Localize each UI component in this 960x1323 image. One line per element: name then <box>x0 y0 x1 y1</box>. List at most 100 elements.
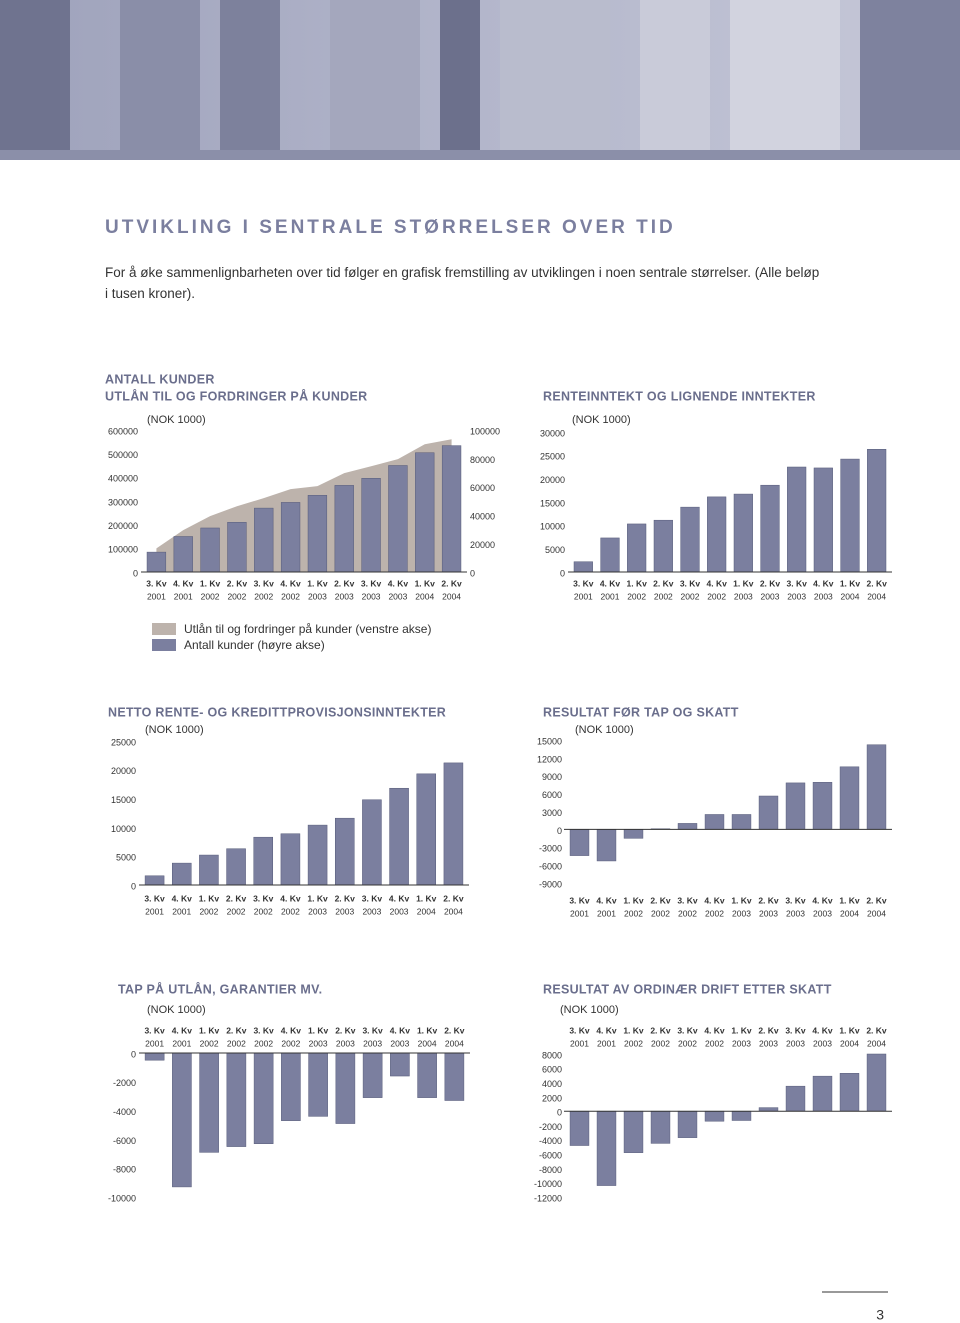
x-tick-label: 2003 <box>308 906 327 916</box>
x-tick-label: 3. Kv <box>573 578 594 588</box>
legend-label: Utlån til og fordringer på kunder (venst… <box>184 622 431 636</box>
y-tick-label: 200000 <box>108 521 138 531</box>
x-tick-label: 2. Kv <box>334 578 355 588</box>
x-tick-label: 2. Kv <box>335 893 356 903</box>
bar <box>307 824 328 886</box>
x-tick-label: 2003 <box>813 908 832 918</box>
x-tick-label: 2. Kv <box>226 1025 247 1035</box>
y-tick-label: 5000 <box>545 545 565 555</box>
bar <box>335 1052 356 1124</box>
bar <box>812 1075 833 1112</box>
x-tick-label: 2003 <box>309 1038 328 1048</box>
bar <box>388 465 408 573</box>
x-tick-label: 4. Kv <box>813 578 834 588</box>
x-tick-label: 2002 <box>681 591 700 601</box>
x-tick-label: 2003 <box>388 591 407 601</box>
x-tick-label: 2. Kv <box>444 1025 465 1035</box>
bar <box>226 848 246 886</box>
bar <box>226 1052 247 1147</box>
x-tick-label: 2002 <box>678 908 697 918</box>
x-tick-label: 2. Kv <box>867 578 888 588</box>
x-tick-label: 4. Kv <box>704 1025 725 1035</box>
bar <box>623 829 644 839</box>
x-tick-label: 2003 <box>362 591 381 601</box>
bar <box>307 495 328 573</box>
y-tick-label: -2000 <box>113 1078 136 1088</box>
bar <box>144 875 165 886</box>
x-tick-label: 4. Kv <box>280 893 301 903</box>
x-tick-label: 2001 <box>172 906 191 916</box>
x-tick-label: 2002 <box>281 1038 300 1048</box>
y-tick-label: 0 <box>557 826 562 836</box>
x-tick-label: 1. Kv <box>840 578 861 588</box>
x-tick-label: 2003 <box>390 1038 409 1048</box>
bar <box>280 833 301 886</box>
x-tick-label: 2004 <box>840 1038 859 1048</box>
y-tick-label: -9000 <box>539 879 562 889</box>
bar <box>653 519 673 573</box>
x-tick-label: 2002 <box>654 591 673 601</box>
x-tick-label: 2002 <box>227 591 246 601</box>
bar <box>731 1110 752 1121</box>
bar <box>627 523 647 573</box>
x-tick-label: 4. Kv <box>596 895 617 905</box>
y-tick-label: 6000 <box>542 1065 562 1075</box>
x-tick-label: 1. Kv <box>627 578 648 588</box>
x-tick-label: 4. Kv <box>172 893 193 903</box>
x-tick-label: 3. Kv <box>362 1025 383 1035</box>
bar <box>677 1110 698 1138</box>
x-tick-label: 2004 <box>445 1038 464 1048</box>
x-tick-label: 4. Kv <box>390 1025 411 1035</box>
x-tick-label: 1. Kv <box>417 1025 438 1035</box>
x-tick-label: 4. Kv <box>280 578 301 588</box>
x-tick-label: 1. Kv <box>415 578 436 588</box>
x-tick-label: 1. Kv <box>839 1025 860 1035</box>
x-tick-label: 2003 <box>732 1038 751 1048</box>
y-tick-label: -6000 <box>113 1136 136 1146</box>
chart-subtitle: (NOK 1000) <box>145 724 204 736</box>
x-tick-label: 1. Kv <box>308 1025 329 1035</box>
chart-title: TAP PÅ UTLÅN, GARANTIER MV. <box>118 981 322 996</box>
x-tick-label: 2. Kv <box>866 895 887 905</box>
x-tick-label: 1. Kv <box>307 578 328 588</box>
x-tick-label: 1. Kv <box>200 578 221 588</box>
x-tick-label: 2003 <box>787 591 806 601</box>
x-tick-label: 2004 <box>867 908 886 918</box>
x-tick-label: 2. Kv <box>866 1025 887 1035</box>
bar <box>569 1110 590 1146</box>
bar <box>415 452 435 573</box>
bar <box>200 527 220 573</box>
x-tick-label: 3. Kv <box>680 578 701 588</box>
x-tick-label: 3. Kv <box>146 578 167 588</box>
x-tick-label: 4. Kv <box>704 895 725 905</box>
bar <box>704 1110 725 1122</box>
bar <box>144 1052 165 1061</box>
bar <box>173 536 193 573</box>
bar <box>362 1052 383 1098</box>
x-tick-label: 3. Kv <box>144 1025 165 1035</box>
x-tick-label: 2002 <box>624 908 643 918</box>
x-tick-label: 4. Kv <box>172 1025 193 1035</box>
x-tick-label: 2. Kv <box>758 895 779 905</box>
chart-title: RESULTAT FØR TAP OG SKATT <box>543 705 739 719</box>
x-tick-label: 3. Kv <box>677 895 698 905</box>
y-tick-label: -2000 <box>539 1122 562 1132</box>
x-tick-label: 3. Kv <box>361 578 382 588</box>
x-tick-label: 2. Kv <box>443 893 464 903</box>
y-tick-label: 15000 <box>540 498 565 508</box>
bar <box>443 762 464 886</box>
y-tick-label: 10000 <box>540 522 565 532</box>
bar <box>787 466 807 573</box>
x-tick-label: 2. Kv <box>441 578 462 588</box>
banner-photo <box>0 0 960 160</box>
x-tick-label: 2002 <box>651 1038 670 1048</box>
y-tick-label: 25000 <box>111 737 136 747</box>
x-tick-label: 3. Kv <box>569 895 590 905</box>
x-tick-label: 3. Kv <box>144 893 165 903</box>
x-tick-label: 2004 <box>418 1038 437 1048</box>
bar <box>444 1052 465 1101</box>
x-tick-label: 3. Kv <box>253 1025 274 1035</box>
bar <box>199 854 219 886</box>
y-tick-label: -10000 <box>108 1193 136 1203</box>
x-tick-label: 3. Kv <box>362 893 383 903</box>
